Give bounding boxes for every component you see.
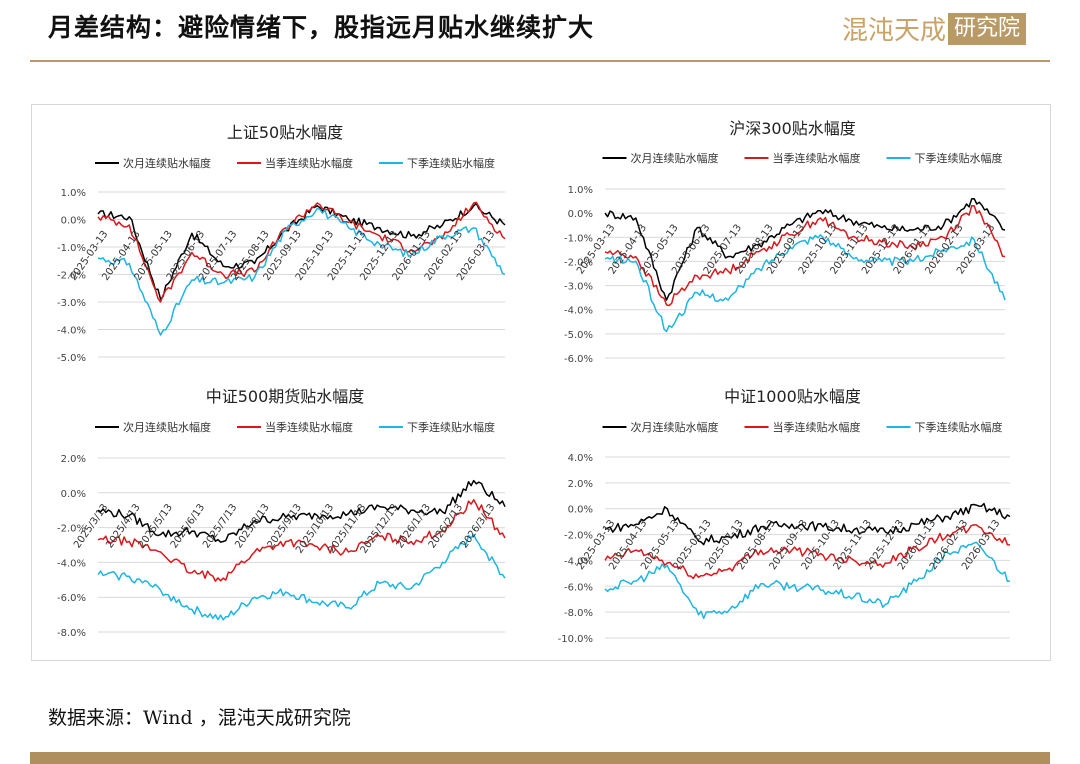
legend-label: 当季连续贴水幅度	[265, 156, 353, 170]
y-tick-label: -8.0%	[564, 608, 593, 619]
y-tick-label: -3.0%	[564, 282, 593, 293]
y-tick-label: 2.0%	[61, 454, 86, 465]
legend-label: 当季连续贴水幅度	[773, 151, 861, 165]
series-line-2	[604, 541, 1011, 620]
y-tick-label: -6.0%	[564, 582, 593, 593]
legend-label: 下季连续贴水幅度	[915, 420, 1003, 434]
brand-name: 混沌天成	[841, 16, 946, 46]
series-line-1	[604, 205, 1006, 307]
y-tick-label: -10.0%	[558, 634, 593, 645]
brand-logo: 混沌天成 研究院	[842, 10, 1026, 47]
legend-label: 下季连续贴水幅度	[407, 420, 495, 434]
y-tick-label: 1.0%	[61, 188, 86, 199]
y-tick-label: -8.0%	[57, 628, 86, 639]
y-tick-label: 4.0%	[568, 453, 593, 464]
brand-institute: 研究院	[947, 12, 1026, 45]
legend-label: 次月连续贴水幅度	[631, 420, 719, 434]
series-line-1	[604, 524, 1011, 580]
chart-title: 上证50贴水幅度	[227, 123, 343, 142]
y-tick-label: -1.0%	[564, 233, 593, 244]
legend-label: 次月连续贴水幅度	[631, 151, 719, 165]
y-tick-label: -2.0%	[57, 271, 86, 282]
series-line-2	[604, 234, 1006, 333]
legend-label: 次月连续贴水幅度	[123, 420, 211, 434]
series-line-1	[97, 499, 506, 582]
series-line-0	[604, 197, 1006, 301]
y-tick-label: -2.0%	[564, 257, 593, 268]
page-title: 月差结构：避险情绪下，股指远月贴水继续扩大	[48, 13, 595, 42]
y-tick-label: 2.0%	[568, 479, 593, 490]
y-tick-label: 0.0%	[61, 216, 86, 227]
y-tick-label: -6.0%	[564, 354, 593, 365]
series-line-2	[97, 533, 506, 621]
y-tick-label: 0.0%	[568, 505, 593, 516]
y-tick-label: -2.0%	[57, 524, 86, 535]
y-tick-label: -2.0%	[564, 531, 593, 542]
y-tick-label: 1.0%	[568, 185, 593, 196]
legend-label: 当季连续贴水幅度	[265, 420, 353, 434]
series-line-2	[97, 207, 506, 336]
legend-label: 下季连续贴水幅度	[915, 151, 1003, 165]
data-source-note: 数据来源：Wind ，混沌天成研究院	[48, 707, 351, 729]
header-divider	[30, 60, 1050, 62]
legend-label: 当季连续贴水幅度	[773, 420, 861, 434]
y-tick-label: -4.0%	[564, 306, 593, 317]
chart-title: 中证500期货贴水幅度	[206, 387, 365, 406]
chart-title: 中证1000贴水幅度	[724, 387, 861, 406]
y-tick-label: -4.0%	[564, 556, 593, 567]
series-line-0	[604, 502, 1011, 546]
series-line-0	[97, 479, 506, 543]
footer-bar	[30, 752, 1050, 764]
y-tick-label: -5.0%	[57, 353, 86, 364]
y-tick-label: -4.0%	[57, 326, 86, 337]
series-line-0	[97, 202, 506, 301]
chart-title: 沪深300贴水幅度	[729, 119, 856, 138]
y-tick-label: -3.0%	[57, 298, 86, 309]
chart-panel	[31, 104, 1051, 661]
legend-label: 下季连续贴水幅度	[407, 156, 495, 170]
y-tick-label: -6.0%	[57, 593, 86, 604]
y-tick-label: 0.0%	[568, 209, 593, 220]
legend-label: 次月连续贴水幅度	[123, 156, 211, 170]
y-tick-label: -4.0%	[57, 558, 86, 569]
y-tick-label: 0.0%	[61, 489, 86, 500]
y-tick-label: -1.0%	[57, 243, 86, 254]
y-tick-label: -5.0%	[564, 330, 593, 341]
